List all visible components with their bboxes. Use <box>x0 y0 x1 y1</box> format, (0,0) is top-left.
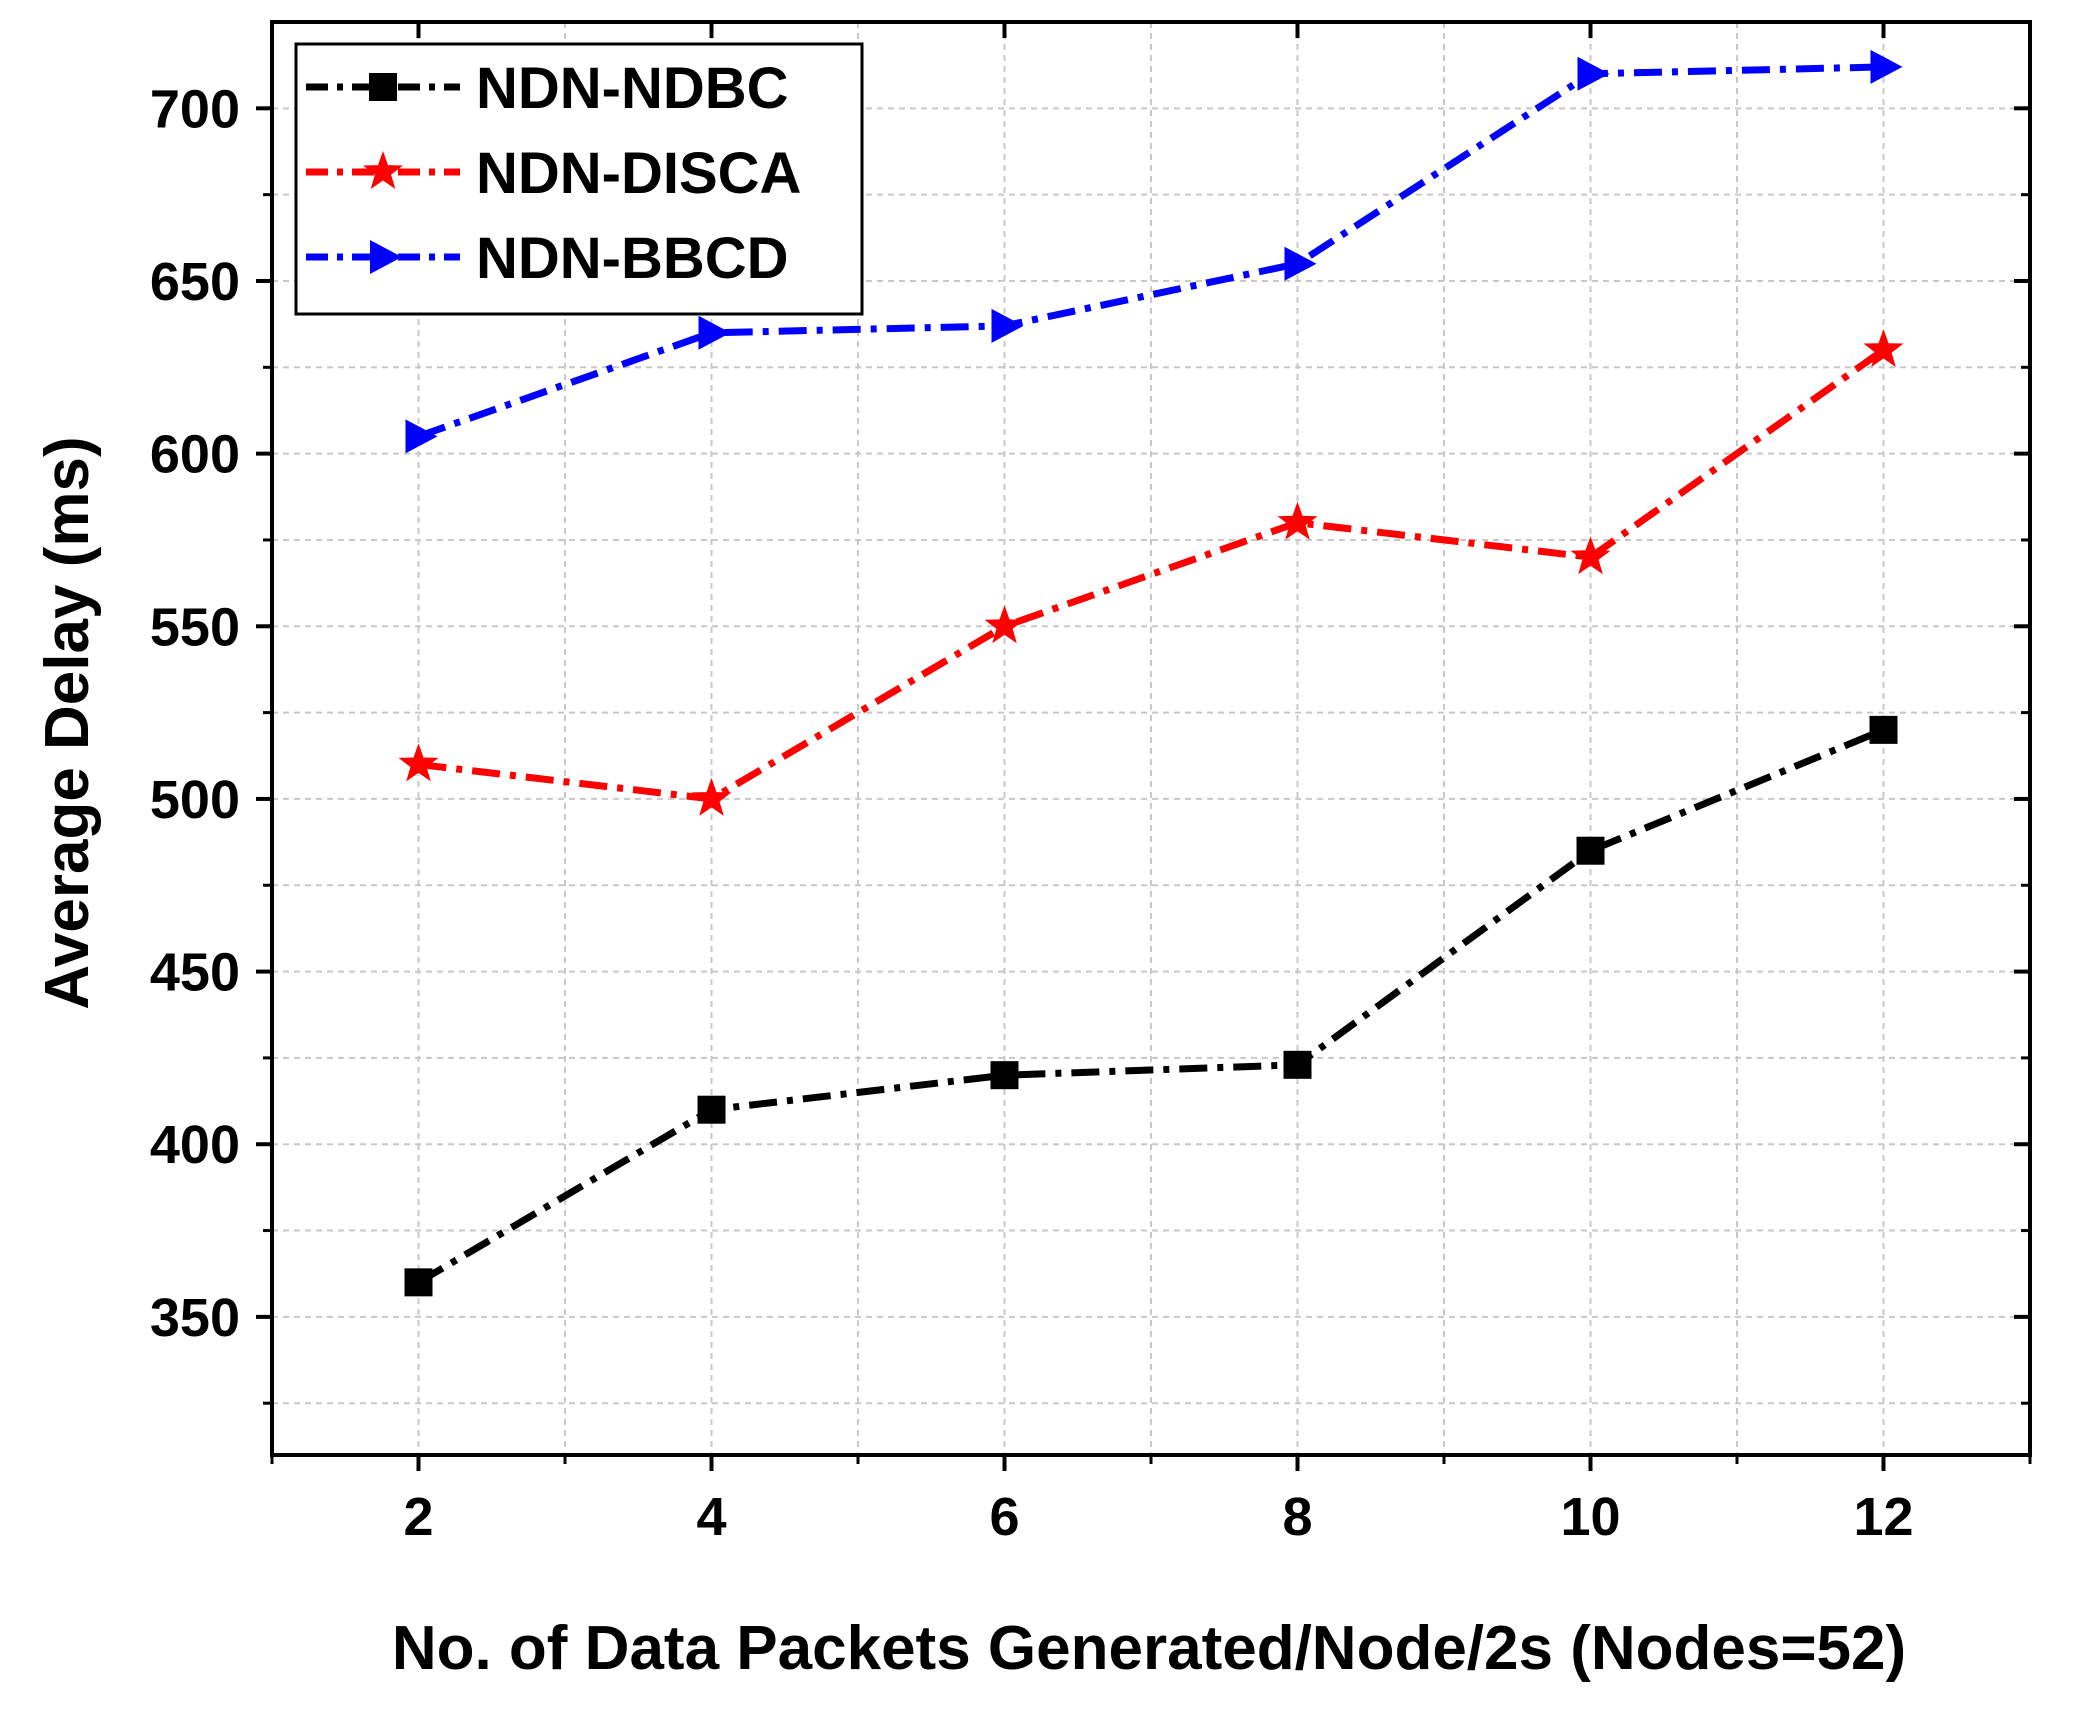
legend-label: NDN-NDBC <box>476 56 789 121</box>
x-tick-label: 12 <box>1853 1487 1913 1547</box>
data-point-ndn-disca <box>691 777 732 816</box>
y-axis-title: Average Delay (ms) <box>33 436 102 1009</box>
data-point-ndn-ndbc <box>1869 715 1898 744</box>
y-tick-label: 350 <box>150 1288 240 1348</box>
series-lines <box>416 63 1886 1286</box>
data-point-ndn-bbcd <box>1577 56 1610 91</box>
series-line-ndn-bbcd <box>417 63 1884 440</box>
x-tick-label: 8 <box>1282 1487 1312 1547</box>
legend: NDN-NDBC NDN-DISCA NDN-BBCD <box>294 42 864 316</box>
data-markers <box>398 49 1904 1297</box>
x-tick-label: 2 <box>403 1487 433 1547</box>
y-tick-label: 450 <box>150 943 240 1003</box>
data-point-ndn-ndbc <box>697 1095 726 1124</box>
data-point-ndn-ndbc <box>1576 836 1605 865</box>
legend-marker <box>363 151 403 189</box>
data-point-ndn-bbcd <box>1284 246 1317 281</box>
data-point-ndn-disca <box>984 605 1025 644</box>
data-point-ndn-ndbc <box>990 1061 1019 1090</box>
x-axis-title: No. of Data Packets Generated/Node/2s (N… <box>392 1614 1906 1683</box>
data-point-ndn-bbcd <box>698 315 731 350</box>
y-tick-label: 550 <box>150 597 240 657</box>
series-line-ndn-ndbc <box>416 726 1885 1286</box>
y-tick-label: 500 <box>150 770 240 830</box>
legend-marker <box>370 240 402 274</box>
data-point-ndn-ndbc <box>404 1268 433 1297</box>
x-tick-label: 10 <box>1560 1487 1620 1547</box>
legend-label: NDN-BBCD <box>476 226 789 291</box>
axis-ticks <box>256 22 2032 1471</box>
x-tick-label: 6 <box>989 1487 1019 1547</box>
x-tick-label: 4 <box>696 1487 726 1547</box>
series-line-ndn-disca <box>418 347 1886 803</box>
y-tick-label: 600 <box>150 425 240 485</box>
data-point-ndn-bbcd <box>1870 49 1903 84</box>
grid-lines <box>272 22 2030 1455</box>
data-point-ndn-disca <box>1863 329 1904 367</box>
y-tick-label: 650 <box>150 252 240 312</box>
data-point-ndn-disca <box>1570 536 1611 575</box>
data-point-ndn-bbcd <box>405 419 438 454</box>
data-point-ndn-ndbc <box>1283 1050 1312 1079</box>
legend-label: NDN-DISCA <box>476 141 801 206</box>
legend-marker <box>369 73 397 101</box>
x-tick-labels: 2 4 6 8 10 12 <box>403 1487 1913 1547</box>
data-point-ndn-bbcd <box>991 308 1024 343</box>
y-tick-label: 700 <box>150 79 240 139</box>
data-point-ndn-disca <box>1277 501 1318 540</box>
data-point-ndn-disca <box>398 743 439 782</box>
y-tick-labels: 350 400 450 500 550 600 650 700 <box>150 79 240 1348</box>
y-tick-label: 400 <box>150 1115 240 1175</box>
